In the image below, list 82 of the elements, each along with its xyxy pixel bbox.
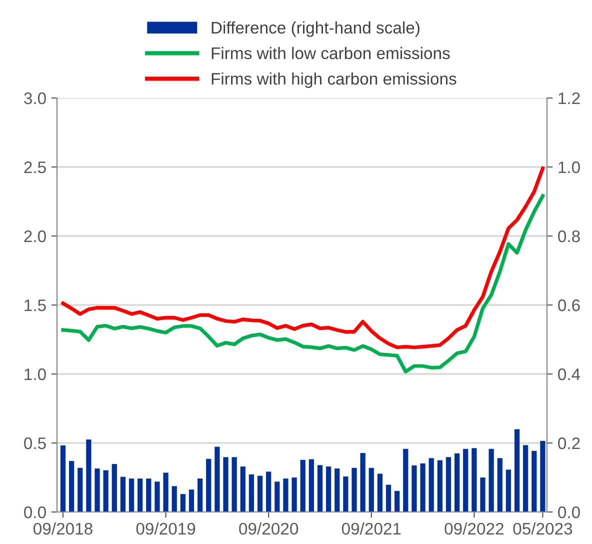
bar	[506, 470, 512, 512]
bar	[257, 476, 263, 512]
bar	[497, 458, 502, 512]
bar	[463, 448, 468, 512]
bar	[480, 478, 486, 512]
bar	[317, 465, 323, 512]
bar	[472, 448, 477, 512]
bar	[386, 484, 392, 512]
x-tick-label: 09/2021	[342, 522, 401, 535]
bar	[326, 466, 332, 512]
bar	[112, 464, 117, 512]
bar	[352, 468, 357, 512]
bar	[523, 445, 528, 512]
bar	[368, 468, 374, 512]
y-tick-label: 0.5	[24, 437, 46, 450]
bar	[60, 445, 66, 512]
bar	[94, 468, 100, 512]
bar	[188, 490, 194, 512]
line-series	[61, 166, 545, 350]
legend-label: Difference (right-hand scale)	[212, 21, 420, 37]
bar	[128, 478, 134, 512]
y2-tick-label: 0.2	[558, 437, 580, 450]
bar	[454, 453, 460, 512]
bar	[274, 482, 280, 512]
bar	[266, 472, 272, 512]
bar	[78, 468, 83, 512]
y-tick-label: 1.5	[24, 300, 46, 312]
bar	[394, 490, 400, 512]
bar	[360, 453, 366, 512]
y-tick-label: 0.0	[24, 506, 46, 518]
bar	[86, 440, 92, 512]
bar	[120, 476, 126, 512]
bar	[514, 429, 520, 512]
bar	[377, 474, 383, 512]
y-tick-label: 1.0	[24, 368, 46, 380]
bar	[214, 446, 220, 512]
bar	[232, 457, 237, 512]
x-tick-label: 05/2023	[513, 522, 572, 535]
bar	[68, 460, 74, 512]
bar	[540, 440, 546, 512]
x-tick-label: 09/2020	[239, 522, 298, 535]
bar	[163, 472, 168, 512]
bar	[292, 478, 297, 512]
bar	[138, 478, 143, 512]
bar	[334, 468, 340, 512]
bar	[206, 458, 212, 512]
bar	[103, 470, 108, 512]
bar	[283, 478, 288, 512]
y2-tick-label: 0.0	[558, 506, 580, 518]
y-tick-label: 2.5	[24, 161, 46, 174]
bar	[428, 458, 434, 512]
y2-tick-label: 0.4	[558, 368, 580, 380]
bar	[146, 478, 152, 512]
bar	[240, 466, 246, 512]
bar	[154, 482, 160, 512]
bar	[488, 448, 494, 512]
bar	[300, 460, 306, 512]
bar	[180, 494, 186, 512]
bar	[308, 459, 314, 512]
bar	[248, 474, 254, 512]
x-tick-label: 09/2019	[136, 522, 196, 535]
y2-tick-label: 0.6	[558, 299, 580, 312]
x-tick-label: 09/2022	[444, 522, 504, 535]
legend-label: Firms with high carbon emissions	[212, 72, 456, 88]
bar	[420, 463, 426, 512]
bar	[197, 478, 203, 512]
bar	[532, 450, 537, 512]
bar	[172, 486, 177, 512]
y2-tick-label: 1.0	[558, 161, 580, 174]
bar	[437, 460, 442, 512]
x-tick-label: 09/2018	[34, 522, 92, 535]
bar	[446, 457, 452, 512]
y2-tick-label: 0.8	[558, 230, 580, 242]
bar	[343, 476, 348, 512]
bar	[412, 465, 417, 512]
y-tick-label: 3.0	[24, 92, 46, 104]
y2-tick-label: 1.2	[558, 92, 580, 104]
bar	[223, 457, 228, 512]
bar	[403, 448, 408, 512]
legend-label: Firms with low carbon emissions	[212, 46, 450, 60]
line-series	[61, 194, 545, 374]
y-tick-label: 2.0	[24, 230, 46, 242]
